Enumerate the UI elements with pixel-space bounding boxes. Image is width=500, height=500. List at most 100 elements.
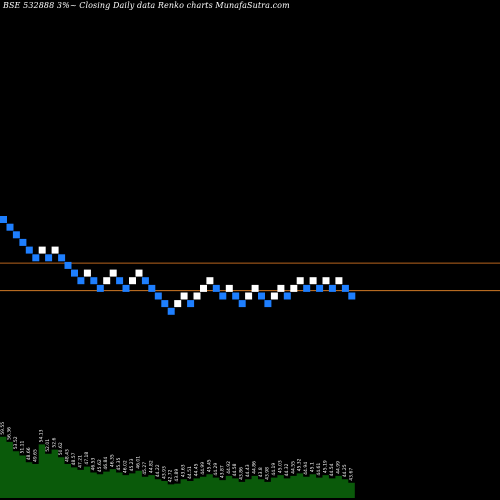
- down-brick: [58, 254, 66, 262]
- volume-label: 45.23: [129, 458, 135, 471]
- down-brick: [161, 300, 169, 308]
- up-brick: [206, 277, 214, 285]
- volume-label: 48.66: [26, 447, 32, 460]
- up-brick: [270, 292, 278, 300]
- volume-label: 46.53: [90, 457, 96, 470]
- volume-label: 48.57: [71, 452, 77, 465]
- down-brick: [238, 300, 246, 308]
- up-brick: [277, 284, 285, 292]
- volume-label: 45.35: [116, 457, 122, 470]
- down-brick: [187, 300, 195, 308]
- down-brick: [141, 277, 149, 285]
- volume-label: 52.6: [52, 437, 58, 447]
- volume-label: 45.03: [277, 460, 283, 473]
- volume-label: 44.45: [194, 463, 200, 476]
- down-brick: [212, 284, 220, 292]
- up-brick: [83, 269, 91, 277]
- down-brick: [283, 292, 291, 300]
- volume-label: 43.89: [174, 469, 180, 482]
- volume-label: 44.19: [271, 463, 277, 476]
- volume-label: 44.55: [290, 461, 296, 474]
- up-brick: [51, 246, 59, 254]
- volume-label: 47.21: [77, 455, 83, 468]
- down-brick: [32, 254, 40, 262]
- down-brick: [19, 238, 27, 246]
- volume-label: 44.51: [187, 466, 193, 479]
- up-brick: [335, 277, 343, 285]
- volume-label: 43.67: [348, 468, 354, 481]
- down-brick: [232, 292, 240, 300]
- volume-label: 46.35: [110, 454, 116, 467]
- down-brick: [264, 300, 272, 308]
- volume-label: 43.86: [239, 467, 245, 480]
- up-brick: [129, 277, 136, 285]
- volume-label: 43.87: [219, 465, 225, 478]
- volume-label: 54.13: [39, 429, 45, 442]
- down-brick: [0, 216, 7, 223]
- volume-label: 42.72: [168, 469, 174, 482]
- down-brick: [219, 292, 227, 300]
- up-brick: [38, 246, 46, 254]
- volume-area: [0, 436, 355, 498]
- volume-label: 45.62: [97, 459, 103, 472]
- chart-title: BSE 532888 3%~ Closing Daily data Renko …: [3, 1, 290, 10]
- down-brick: [77, 277, 85, 285]
- up-brick: [193, 292, 201, 300]
- down-brick: [71, 269, 78, 277]
- volume-label: 50.62: [58, 442, 64, 455]
- down-brick: [303, 284, 311, 292]
- down-brick: [348, 292, 356, 300]
- volume-label: 59.55: [0, 422, 6, 435]
- volume-label: 48.43: [65, 449, 71, 462]
- volume-label: 45.1: [310, 462, 316, 472]
- volume-label: 44.29: [213, 463, 219, 476]
- volume-label: 44.99: [200, 462, 206, 475]
- up-brick: [109, 269, 117, 277]
- down-brick: [25, 246, 33, 254]
- up-brick: [309, 277, 317, 285]
- volume-label: 49.65: [32, 449, 38, 462]
- volume-label: 46.01: [136, 456, 142, 469]
- volume-label: 47.18: [84, 452, 90, 465]
- renko-bricks: [0, 216, 356, 315]
- volume-label: 53.52: [13, 436, 19, 449]
- volume-label: 45.27: [142, 462, 148, 475]
- up-brick: [322, 277, 330, 285]
- up-brick: [296, 277, 304, 285]
- down-brick: [45, 254, 53, 262]
- down-brick: [116, 277, 124, 285]
- volume-label: 44.22: [155, 464, 161, 477]
- volume-label: 44.86: [252, 461, 258, 474]
- down-brick: [258, 292, 265, 300]
- volume-label: 52.01: [45, 439, 51, 452]
- volume-label: 44.94: [303, 462, 309, 475]
- up-brick: [200, 284, 207, 292]
- volume-label: 46.02: [123, 460, 129, 473]
- volume-label: 44.92: [226, 461, 232, 474]
- volume-label: 56.36: [6, 427, 12, 440]
- volume-label: 44.99: [335, 461, 341, 474]
- volume-label: 46.84: [103, 457, 109, 470]
- up-brick: [225, 284, 233, 292]
- volume-label: 43.8: [258, 467, 264, 477]
- down-brick: [167, 307, 175, 315]
- volume-label: 43.93: [161, 466, 167, 479]
- up-brick: [103, 277, 111, 285]
- volume-label: 44.32: [284, 463, 290, 476]
- volume-label: 45.32: [297, 458, 303, 471]
- up-brick: [135, 269, 143, 277]
- volume-label: 44.25: [342, 464, 348, 477]
- volume-label: 45.45: [206, 459, 212, 472]
- down-brick: [12, 231, 20, 239]
- down-brick: [6, 223, 14, 231]
- down-brick: [122, 284, 130, 292]
- volume-label: 43.63: [181, 464, 187, 477]
- down-brick: [64, 261, 72, 269]
- volume-label: 44.43: [245, 464, 251, 477]
- volume-label: 44.58: [232, 463, 238, 476]
- up-brick: [251, 284, 259, 292]
- up-brick: [174, 300, 182, 308]
- down-brick: [316, 284, 324, 292]
